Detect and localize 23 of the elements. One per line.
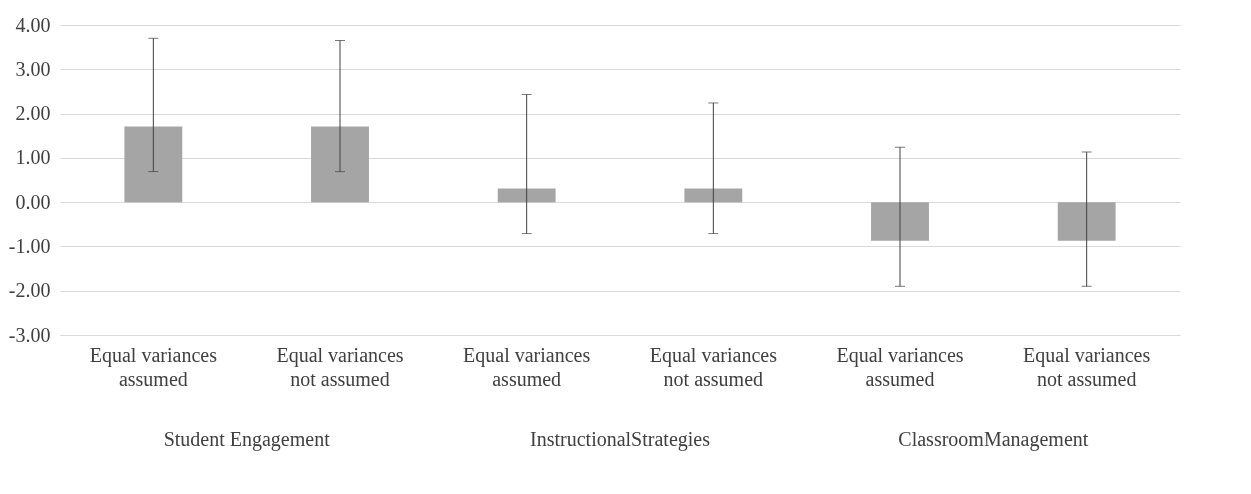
bar xyxy=(684,188,743,203)
x-tick-label: Equal variances not assumed xyxy=(276,343,404,390)
text: ClassroomManagement xyxy=(898,428,1089,451)
bar xyxy=(871,202,929,241)
bar xyxy=(124,126,183,203)
y-tick-label: 0.00 xyxy=(15,190,51,213)
x-tick-label: Equal variances assumed xyxy=(463,343,591,390)
y-tick-label: -1.00 xyxy=(8,234,51,257)
y-tick-label: 2.00 xyxy=(15,102,51,125)
y-tick-label: -3.00 xyxy=(8,323,51,346)
bar xyxy=(497,188,556,203)
x-tick-label: Equal variances assumed xyxy=(89,343,218,390)
y-tick-label: 1.00 xyxy=(15,146,51,169)
x-tick-label: Equal variances not assumed xyxy=(649,343,778,390)
x-tick-label: Equal variances not assumed xyxy=(1023,343,1151,390)
y-tick-label: -2.00 xyxy=(8,279,51,302)
x-tick-label: Equal variances assumed xyxy=(836,343,964,390)
y-tick-label: 3.00 xyxy=(15,57,51,80)
text: InstructionalStrategies xyxy=(530,428,711,451)
bar xyxy=(311,126,369,203)
bar xyxy=(1057,202,1116,241)
text: Student Engagement xyxy=(163,428,331,451)
y-tick-label: 4.00 xyxy=(15,13,51,36)
